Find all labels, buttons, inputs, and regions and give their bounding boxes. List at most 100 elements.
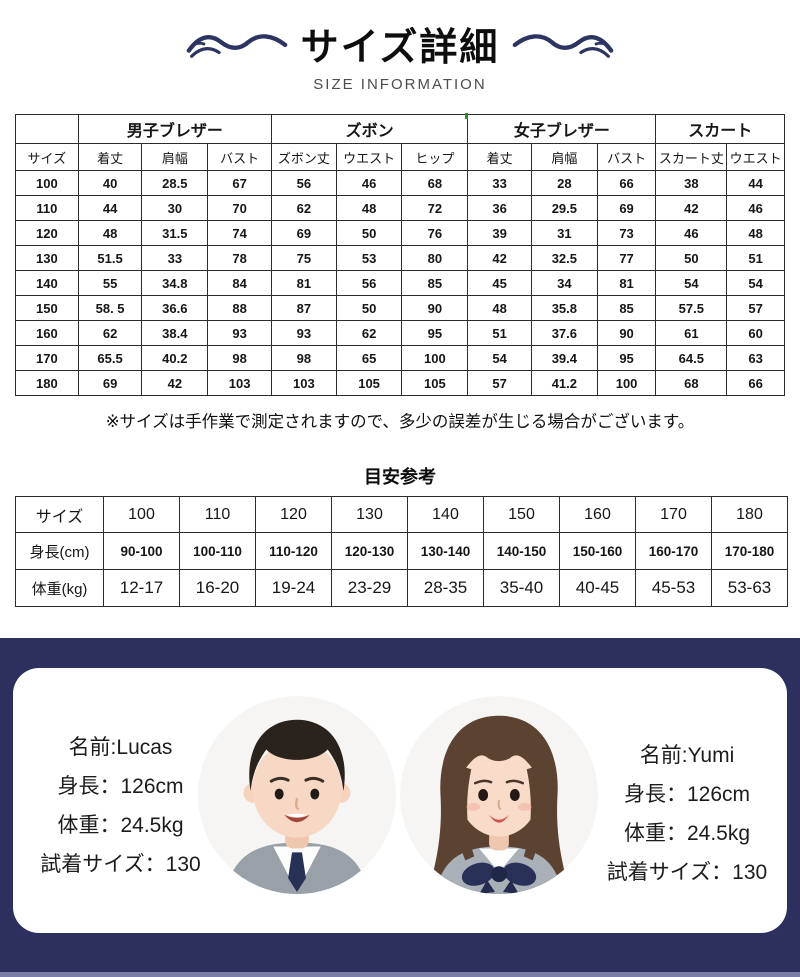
measurement-cell: 29.5: [530, 195, 598, 221]
measurement-cell: 62: [270, 195, 337, 221]
model-info-yumi: 名前:Yumi 身長：126cm 体重：24.5kg 試着サイズ：130: [591, 736, 783, 892]
measurement-cell: 78: [207, 245, 272, 271]
model-card: 名前:Lucas 身長：126cm 体重：24.5kg 試着サイズ：130: [13, 668, 787, 933]
ref-size-cell: 110: [179, 496, 256, 533]
measurement-cell: 72: [401, 195, 469, 221]
measurement-cell: 81: [596, 270, 657, 296]
measurement-cell: 54: [726, 270, 785, 296]
size-table-row: 110 44 30 70 62 48 72 36 29.5 69 42 46: [15, 195, 785, 221]
ref-size-cell: 180: [711, 496, 788, 533]
measurement-cell: 53: [335, 245, 403, 271]
measurement-cell: 76: [401, 220, 469, 246]
ref-size-cell: 140: [407, 496, 484, 533]
ref-size-cell: 100: [103, 496, 180, 533]
model-size: 試着サイズ：130: [606, 861, 768, 884]
model-section-band: 名前:Lucas 身長：126cm 体重：24.5kg 試着サイズ：130: [0, 638, 800, 977]
ref-weight-cell: 53-63: [711, 569, 788, 607]
size-table-row: 100 40 28.5 67 56 46 68 33 28 66 38 44: [15, 170, 785, 196]
model-height: 身長：126cm: [623, 783, 751, 806]
measurement-cell: 37.6: [530, 320, 598, 346]
measurement-cell: 55: [77, 270, 143, 296]
measurement-cell: 93: [270, 320, 337, 346]
measurement-cell: 95: [401, 320, 469, 346]
model-name: 名前:Lucas: [68, 736, 173, 759]
measurement-cell: 95: [596, 345, 657, 371]
measurement-cell: 33: [141, 245, 209, 271]
group-header-cell: 女子ブレザー: [467, 114, 657, 144]
column-header-cell: バスト: [596, 143, 657, 171]
ref-height-cell: 150-160: [559, 532, 636, 570]
page-title: サイズ詳細: [300, 27, 500, 69]
measurement-cell: 48: [77, 220, 143, 246]
size-table-row: 120 48 31.5 74 69 50 76 39 31 73 46 48: [15, 220, 785, 246]
measurement-cell: 81: [270, 270, 337, 296]
measurement-cell: 39: [467, 220, 532, 246]
measurement-cell: 84: [207, 270, 272, 296]
measurement-cell: 50: [335, 220, 403, 246]
column-header-cell: ウエスト: [726, 143, 785, 171]
measurement-cell: 57.5: [655, 295, 728, 321]
ref-height-cell: 130-140: [407, 532, 484, 570]
measurement-cell: 36.6: [141, 295, 209, 321]
size-table-row: 150 58. 5 36.6 88 87 50 90 48 35.8 85 57.5 57: [15, 295, 785, 321]
measurement-cell: 85: [596, 295, 657, 321]
measurement-cell: 80: [401, 245, 469, 271]
ref-height-cell: 90-100: [103, 532, 180, 570]
ref-weight-cell: 19-24: [255, 569, 332, 607]
measurement-cell: 54: [655, 270, 728, 296]
measurement-cell: 44: [726, 170, 785, 196]
measurement-cell: 69: [596, 195, 657, 221]
measurement-cell: 58. 5: [77, 295, 143, 321]
group-header-cell: ズボン: [270, 114, 469, 144]
measurement-cell: 100: [401, 345, 469, 371]
measurement-cell: 66: [596, 170, 657, 196]
measurement-cell: 42: [467, 245, 532, 271]
ref-weight-cell: 45-53: [635, 569, 712, 607]
size-value-cell: 160: [15, 320, 79, 346]
group-header-cell: スカート: [655, 114, 785, 144]
model-name: 名前:Yumi: [639, 744, 735, 767]
column-header-cell: 着丈: [467, 143, 532, 171]
ref-size-cell: 130: [331, 496, 408, 533]
size-value-cell: 120: [15, 220, 79, 246]
measurement-cell: 36: [467, 195, 532, 221]
model-height: 身長：126cm: [57, 775, 184, 798]
size-value-cell: 150: [15, 295, 79, 321]
model-size: 試着サイズ：130: [40, 853, 201, 876]
ref-weight-cell: 23-29: [331, 569, 408, 607]
measurement-cell: 33: [467, 170, 532, 196]
measurement-cell: 103: [207, 370, 272, 396]
measurement-cell: 105: [401, 370, 469, 396]
measurement-cell: 65.5: [77, 345, 143, 371]
measurement-cell: 90: [401, 295, 469, 321]
size-value-cell: 170: [15, 345, 79, 371]
measurement-cell: 74: [207, 220, 272, 246]
girl-model-photo: [400, 696, 598, 894]
measurement-cell: 64.5: [655, 345, 728, 371]
column-header-cell: 肩幅: [530, 143, 598, 171]
measurement-cell: 40.2: [141, 345, 209, 371]
reference-table: サイズ 100 110 120 130 140 150 160 170 180 身長(cm) 90-1…: [15, 496, 788, 607]
measurement-cell: 38.4: [141, 320, 209, 346]
page-subtitle: SIZE INFORMATION: [313, 76, 487, 93]
size-table-row: 130 51.5 33 78 75 53 80 42 32.5 77 50 51: [15, 245, 785, 271]
measurement-cell: 31.5: [141, 220, 209, 246]
measurement-cell: 98: [270, 345, 337, 371]
measurement-cell: 63: [726, 345, 785, 371]
header: サイズ詳細 SIZE INFORMATION: [0, 16, 800, 93]
measurement-cell: 31: [530, 220, 598, 246]
ref-size-cell: 170: [635, 496, 712, 533]
measurement-cell: 90: [596, 320, 657, 346]
measurement-cell: 69: [77, 370, 143, 396]
measurement-note: ※サイズは手作業で測定されますので、多少の誤差が生じる場合がございます。: [105, 413, 695, 431]
column-header-cell: ズボン丈: [270, 143, 337, 171]
measurement-cell: 69: [270, 220, 337, 246]
measurement-cell: 41.2: [530, 370, 598, 396]
ref-height-cell: 110-120: [255, 532, 332, 570]
measurement-cell: 42: [655, 195, 728, 221]
title-row: サイズ詳細: [0, 16, 800, 71]
measurement-cell: 38: [655, 170, 728, 196]
measurement-cell: 48: [726, 220, 785, 246]
measurement-cell: 56: [270, 170, 337, 196]
measurement-cell: 46: [655, 220, 728, 246]
